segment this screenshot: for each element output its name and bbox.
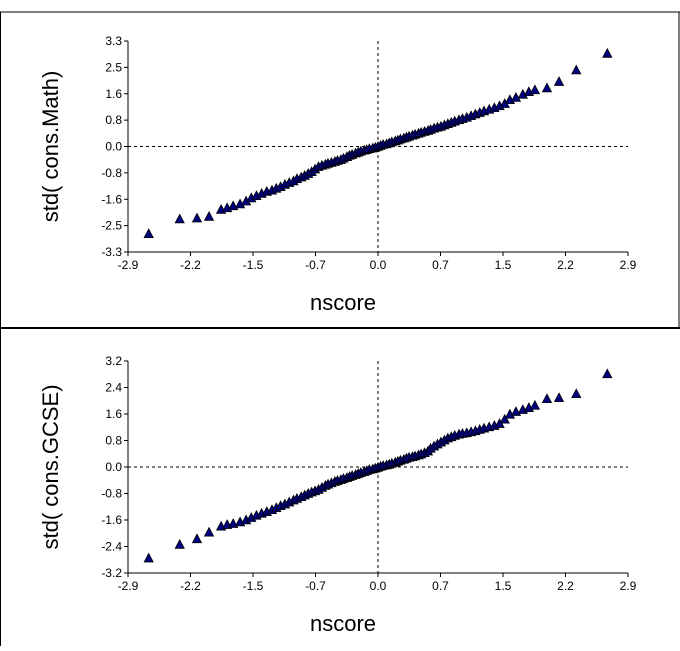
- chart1-y-tick-label: 0.8: [105, 113, 122, 127]
- chart2-data-point: [553, 392, 565, 402]
- chart1-data-point: [602, 47, 613, 58]
- chart1-x-axis-label: nscore: [310, 290, 376, 315]
- chart1-y-tick-label: 1.6: [105, 87, 122, 101]
- chart2-y-tick-label: 0.0: [105, 460, 122, 474]
- chart1-y-tick-label: 2.5: [105, 60, 122, 74]
- chart2-y-tick-label: -2.4: [101, 540, 122, 554]
- chart2-y-axis-label: std( cons.GCSE): [38, 384, 63, 549]
- chart1-data-point: [571, 64, 582, 75]
- chart2-data-point: [602, 368, 613, 379]
- chart2-data-point: [541, 393, 553, 403]
- chart1-y-tick-label: 3.3: [105, 34, 122, 48]
- chart2-x-tick-label: 2.2: [557, 579, 574, 593]
- chart1-y-tick-label: 0.0: [105, 140, 122, 154]
- chart1-x-tick-label: -0.7: [305, 258, 326, 272]
- chart2-x-tick-label: -1.5: [243, 579, 264, 593]
- chart1-data-point: [553, 76, 565, 86]
- chart2-x-tick-label: 2.9: [620, 579, 637, 593]
- chart1-x-tick-label: -2.9: [118, 258, 139, 272]
- chart1-x-tick-label: -2.2: [180, 258, 201, 272]
- chart2-y-tick-label: 1.6: [105, 407, 122, 421]
- chart2-y-tick-label: 2.4: [105, 381, 122, 395]
- chart2-data-point: [143, 552, 154, 563]
- chart1-y-axis-label: std( cons.Math): [38, 71, 63, 223]
- chart2-y-tick-label: 3.2: [105, 354, 122, 368]
- chart2-data-point: [191, 533, 203, 544]
- chart1-data-point: [203, 210, 215, 221]
- chart1-x-tick-label: 0.7: [432, 258, 449, 272]
- chart2-y-tick-label: -0.8: [101, 487, 122, 501]
- chart1-x-tick-label: 2.9: [620, 258, 637, 272]
- chart1-data-point: [228, 200, 239, 211]
- chart2-x-tick-label: 0.7: [432, 579, 449, 593]
- chart2-x-tick-label: -0.7: [305, 579, 326, 593]
- chart2-data-point: [499, 413, 510, 424]
- chart2-x-axis-label: nscore: [310, 611, 376, 636]
- chart1-data-point: [510, 92, 522, 102]
- chart1-x-tick-label: -1.5: [243, 258, 264, 272]
- chart2-x-tick-label: -2.2: [180, 579, 201, 593]
- chart1-y-tick-label: -1.6: [101, 192, 122, 206]
- chart2-data-point: [174, 538, 185, 549]
- chart1-y-tick-label: -2.5: [101, 219, 122, 233]
- chart1-y-tick-label: -0.8: [101, 166, 122, 180]
- chart1-x-tick-label: 2.2: [557, 258, 574, 272]
- chart2-data-point: [203, 526, 215, 537]
- chart1-y-tick-label: -3.3: [101, 245, 122, 259]
- chart2-x-tick-label: 0.0: [370, 579, 387, 593]
- chart2-y-tick-label: -3.2: [101, 566, 122, 580]
- chart2-data-point: [529, 399, 541, 410]
- chart2-x-tick-label: -2.9: [118, 579, 139, 593]
- chart1-data-point: [174, 213, 185, 224]
- chart1-x-tick-label: 1.5: [495, 258, 512, 272]
- chart2-y-tick-label: 0.8: [105, 434, 122, 448]
- chart2-y-tick-label: -1.6: [101, 513, 122, 527]
- chart1-data-point: [191, 212, 203, 223]
- chart1-x-tick-label: 0.0: [370, 258, 387, 272]
- chart1-data-point: [541, 82, 553, 93]
- chart2-data-point: [571, 388, 582, 399]
- chart1-data-point: [529, 84, 541, 95]
- chart1-data-point: [143, 228, 154, 238]
- chart2-x-tick-label: 1.5: [495, 579, 512, 593]
